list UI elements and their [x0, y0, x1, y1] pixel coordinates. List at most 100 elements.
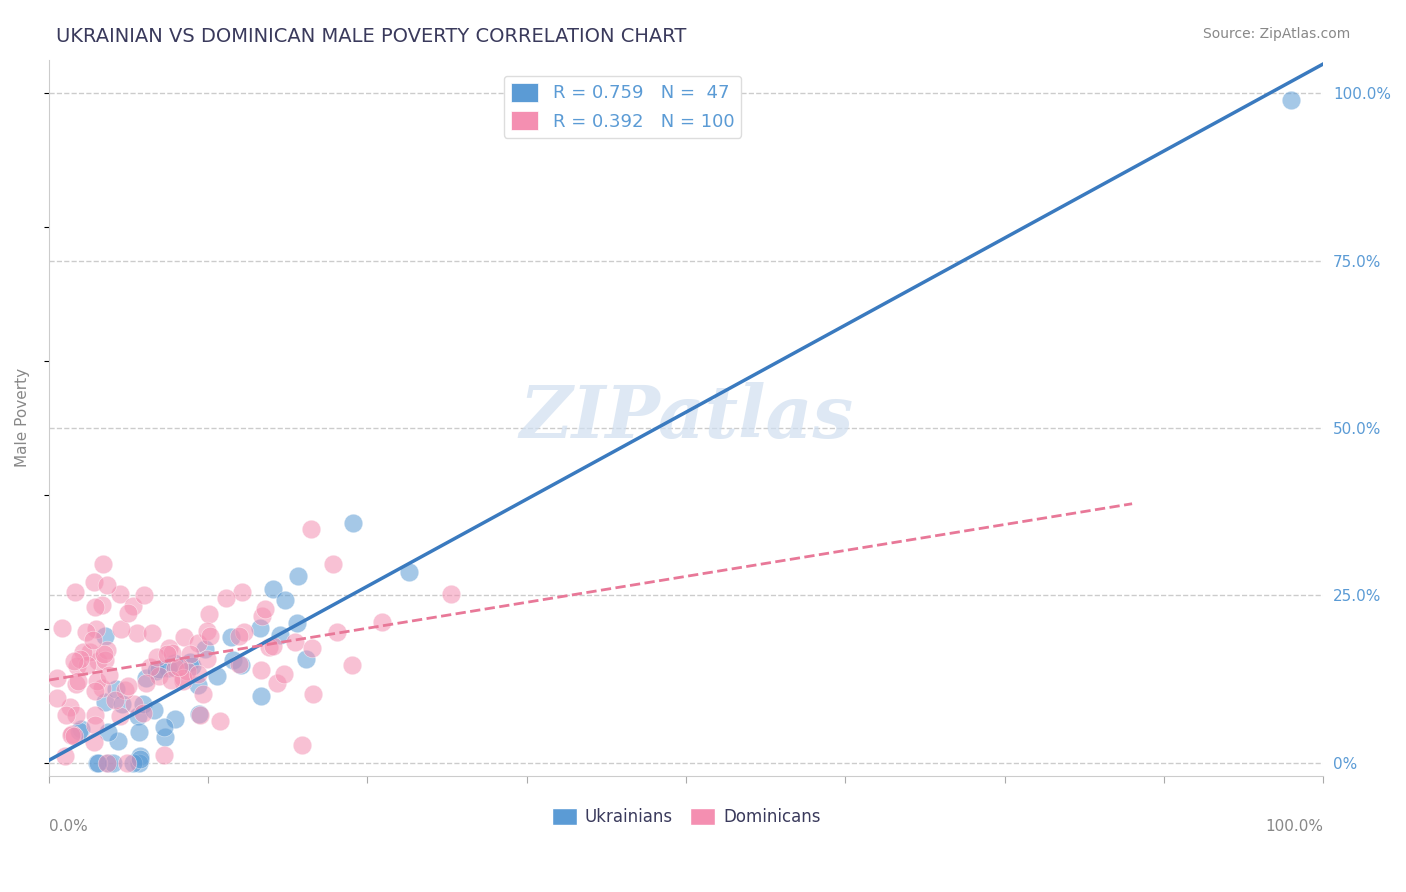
Point	[299, 522, 322, 536]
Point	[191, 687, 214, 701]
Point	[87, 654, 110, 668]
Point	[274, 592, 297, 607]
Point	[155, 730, 177, 744]
Point	[132, 589, 155, 603]
Point	[231, 585, 253, 599]
Point	[188, 707, 211, 722]
Point	[187, 678, 209, 692]
Point	[257, 640, 280, 654]
Point	[104, 693, 127, 707]
Point	[266, 676, 288, 690]
Point	[79, 645, 101, 659]
Point	[66, 659, 89, 673]
Point	[128, 724, 150, 739]
Point	[340, 657, 363, 672]
Point	[114, 683, 136, 698]
Point	[84, 718, 107, 732]
Point	[75, 625, 97, 640]
Point	[62, 654, 84, 668]
Point	[1281, 93, 1303, 107]
Point	[128, 749, 150, 764]
Point	[153, 720, 176, 734]
Point	[51, 621, 73, 635]
Point	[273, 667, 295, 681]
Point	[121, 756, 143, 770]
Point	[195, 624, 218, 638]
Point	[132, 697, 155, 711]
Point	[96, 578, 118, 592]
Point	[146, 650, 169, 665]
Point	[117, 679, 139, 693]
Point	[139, 659, 162, 673]
Point	[228, 629, 250, 643]
Point	[96, 642, 118, 657]
Point	[231, 658, 253, 673]
Point	[93, 695, 115, 709]
Point	[215, 591, 238, 605]
Point	[291, 738, 314, 752]
Point	[55, 707, 77, 722]
Point	[141, 626, 163, 640]
Point	[65, 677, 87, 691]
Point	[69, 651, 91, 665]
Point	[250, 609, 273, 624]
Point	[117, 607, 139, 621]
Point	[76, 658, 98, 673]
Point	[208, 714, 231, 729]
Point	[108, 708, 131, 723]
Text: 100.0%: 100.0%	[1265, 819, 1323, 834]
Point	[301, 640, 323, 655]
Point	[145, 664, 167, 678]
Point	[86, 622, 108, 636]
Point	[342, 516, 364, 531]
Point	[104, 682, 127, 697]
Point	[172, 673, 194, 688]
Point	[93, 557, 115, 571]
Y-axis label: Male Poverty: Male Poverty	[15, 368, 30, 467]
Point	[153, 747, 176, 762]
Point	[59, 699, 82, 714]
Point	[187, 667, 209, 681]
Point	[111, 697, 134, 711]
Point	[167, 660, 190, 674]
Point	[284, 634, 307, 648]
Point	[67, 724, 90, 739]
Point	[83, 574, 105, 589]
Point	[53, 748, 76, 763]
Point	[142, 703, 165, 717]
Point	[179, 655, 201, 669]
Point	[188, 706, 211, 721]
Point	[207, 669, 229, 683]
Point	[249, 663, 271, 677]
Point	[287, 569, 309, 583]
Point	[128, 751, 150, 765]
Legend: Ukrainians, Dominicans: Ukrainians, Dominicans	[546, 801, 827, 832]
Point	[84, 707, 107, 722]
Point	[110, 622, 132, 636]
Point	[70, 722, 93, 736]
Point	[193, 641, 215, 656]
Point	[117, 756, 139, 770]
Point	[135, 671, 157, 685]
Point	[173, 630, 195, 644]
Point	[221, 653, 243, 667]
Point	[262, 582, 284, 597]
Point	[93, 648, 115, 662]
Point	[254, 602, 277, 616]
Point	[98, 668, 121, 682]
Point	[198, 607, 221, 621]
Point	[83, 735, 105, 749]
Point	[165, 661, 187, 675]
Point	[325, 624, 347, 639]
Point	[101, 756, 124, 770]
Point	[122, 697, 145, 711]
Point	[122, 599, 145, 613]
Point	[127, 709, 149, 723]
Point	[371, 615, 394, 630]
Point	[135, 675, 157, 690]
Point	[262, 639, 284, 653]
Point	[159, 641, 181, 656]
Point	[156, 647, 179, 661]
Point	[45, 690, 67, 705]
Point	[181, 658, 204, 673]
